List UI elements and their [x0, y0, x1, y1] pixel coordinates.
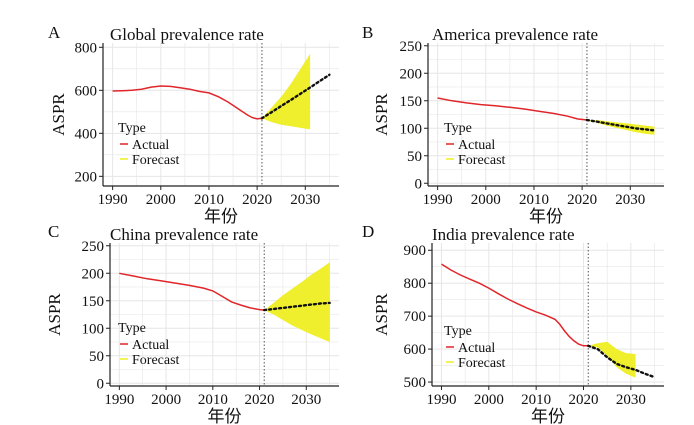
- panel-d-x-axis-label: 年份: [531, 407, 565, 425]
- panel-a: A Global prevalence rate 1990 2000 2010 2020 2…: [48, 23, 339, 226]
- y-tick-label: 0: [415, 176, 423, 192]
- legend-title: Type: [444, 324, 472, 339]
- panel-b-grid: [428, 43, 664, 186]
- y-tick-label: 800: [404, 276, 427, 292]
- panel-c-letter: C: [48, 222, 59, 241]
- x-tick-label: 2010: [194, 192, 224, 208]
- y-tick-label: 200: [75, 169, 98, 185]
- x-tick-label: 2000: [151, 392, 181, 408]
- x-tick-label: 1990: [423, 192, 453, 208]
- legend-actual-label: Actual: [458, 138, 495, 153]
- legend-forecast-label: Forecast: [132, 153, 180, 168]
- panel-d-forecast-line: [587, 344, 656, 379]
- x-tick-label: 2010: [521, 392, 551, 408]
- panel-c-y-axis-label: ASPR: [45, 293, 64, 336]
- x-tick-label: 2020: [569, 392, 599, 408]
- y-tick-label: 600: [404, 342, 427, 358]
- x-tick-label: 2030: [291, 392, 321, 408]
- y-tick-label: 400: [75, 126, 98, 142]
- panel-c-title: China prevalence rate: [110, 225, 258, 244]
- panel-b-y-axis-label: ASPR: [372, 93, 391, 136]
- legend-actual-label: Actual: [458, 341, 495, 356]
- y-tick-label: 700: [404, 309, 427, 325]
- panel-c-actual-line: [119, 272, 265, 311]
- panel-d: D India prevalence rate 1990 2000 2010 2020 20…: [362, 222, 664, 425]
- y-tick-label: 250: [82, 239, 105, 255]
- y-tick-label: 900: [404, 243, 427, 259]
- y-tick-label: 50: [407, 149, 422, 165]
- x-tick-label: 2020: [245, 392, 275, 408]
- y-tick-label: 600: [75, 83, 98, 99]
- panel-d-letter: D: [362, 222, 374, 241]
- x-tick-label: 2000: [474, 392, 504, 408]
- panel-c-forecast-line: [263, 301, 331, 312]
- legend-title: Type: [118, 321, 146, 336]
- x-tick-label: 1990: [426, 392, 456, 408]
- y-tick-label: 50: [89, 349, 104, 365]
- y-tick-label: 100: [400, 121, 423, 137]
- y-tick-label: 0: [97, 376, 105, 392]
- y-tick-label: 100: [82, 321, 105, 337]
- y-tick-label: 200: [400, 66, 423, 82]
- panel-b-letter: B: [362, 23, 373, 42]
- panel-a-title: Global prevalence rate: [110, 25, 264, 44]
- panel-a-forecast-line: [260, 73, 331, 120]
- x-tick-label: 2020: [567, 192, 597, 208]
- legend-forecast-label: Forecast: [458, 153, 506, 168]
- panel-a-x-axis-label: 年份: [204, 207, 238, 226]
- y-tick-label: 150: [400, 94, 423, 110]
- legend-title: Type: [444, 121, 472, 136]
- x-tick-label: 2000: [146, 192, 176, 208]
- x-tick-label: 1990: [104, 392, 134, 408]
- x-tick-label: 2010: [519, 192, 549, 208]
- panel-b-forecast-line: [585, 118, 656, 132]
- panel-d-y-axis-label: ASPR: [372, 293, 391, 336]
- legend-actual-label: Actual: [132, 338, 169, 353]
- panel-a-y-axis-label: ASPR: [49, 93, 68, 136]
- panel-b-title: America prevalence rate: [432, 25, 598, 44]
- x-tick-label: 2020: [242, 192, 272, 208]
- x-tick-label: 2030: [615, 192, 645, 208]
- legend-title: Type: [118, 121, 146, 136]
- panel-c-forecast-band: [264, 262, 330, 342]
- y-tick-label: 150: [82, 294, 105, 310]
- panel-a-letter: A: [48, 23, 61, 42]
- y-tick-label: 250: [400, 39, 423, 55]
- x-tick-label: 2010: [198, 392, 228, 408]
- panel-d-actual-line: [441, 263, 589, 347]
- x-tick-label: 2000: [471, 192, 501, 208]
- panel-d-title: India prevalence rate: [432, 225, 575, 244]
- panel-b-actual-line: [437, 97, 587, 121]
- panel-c-x-axis-label: 年份: [208, 407, 242, 425]
- legend-forecast-label: Forecast: [132, 353, 180, 368]
- panel-a-actual-line: [112, 85, 262, 120]
- x-tick-label: 2030: [290, 192, 320, 208]
- y-tick-label: 500: [404, 375, 427, 391]
- panel-b-x-axis-label: 年份: [529, 207, 563, 226]
- x-tick-label: 2030: [616, 392, 646, 408]
- legend-actual-label: Actual: [132, 138, 169, 153]
- y-tick-label: 800: [75, 40, 98, 56]
- legend-forecast-label: Forecast: [458, 356, 506, 371]
- x-tick-label: 1990: [98, 192, 128, 208]
- y-tick-label: 200: [82, 266, 105, 282]
